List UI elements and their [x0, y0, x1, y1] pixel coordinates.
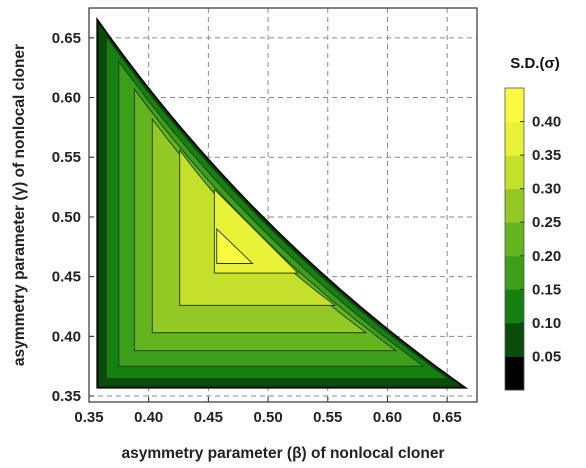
colorbar-label: 0.10 — [532, 315, 561, 332]
colorbar-label: 0.20 — [532, 248, 561, 265]
colorbar-segment-0 — [505, 356, 524, 391]
colorbar-segment-7 — [505, 121, 524, 156]
x-tick-label: 0.45 — [194, 409, 223, 426]
y-tick-label: 0.40 — [52, 328, 81, 345]
y-tick-label: 0.60 — [52, 90, 81, 107]
colorbar-label: 0.25 — [532, 214, 561, 231]
y-tick-label: 0.55 — [52, 149, 81, 166]
colorbar-segment-3 — [505, 255, 524, 290]
axis-ticks: 0.35 0.40 0.45 0.50 0.55 0.60 0.65 0.35 0.40 0.45… — [52, 30, 462, 426]
colorbar-segment-6 — [505, 155, 524, 190]
x-tick-label: 0.40 — [134, 409, 163, 426]
x-tick-label: 0.65 — [433, 409, 462, 426]
colorbar-label: 0.40 — [532, 114, 561, 131]
colorbar-segment-8 — [505, 88, 524, 123]
y-tick-label: 0.65 — [52, 30, 81, 47]
contour-fills — [96, 16, 469, 389]
plot-frame — [88, 7, 478, 403]
x-tick-label: 0.35 — [74, 409, 103, 426]
y-tick-label: 0.35 — [52, 388, 81, 405]
colorbar-legend: 0.05 0.10 0.15 0.20 0.25 0.30 0.35 0.40 — [504, 87, 561, 391]
colorbar-segment-5 — [505, 188, 524, 223]
x-tick-label: 0.55 — [313, 409, 342, 426]
colorbar-segment-4 — [505, 222, 524, 257]
colorbar-label: 0.35 — [532, 147, 561, 164]
x-tick-label: 0.60 — [373, 409, 402, 426]
legend-title: S.D.(σ) — [510, 55, 559, 72]
colorbar-segment-1 — [505, 322, 524, 357]
colorbar-label: 0.15 — [532, 281, 561, 298]
y-tick-label: 0.50 — [52, 209, 81, 226]
contour-region-0.4 — [216, 227, 254, 264]
x-tick-label: 0.50 — [253, 409, 282, 426]
y-tick-label: 0.45 — [52, 269, 81, 286]
colorbar-label: 0.30 — [532, 181, 561, 198]
colorbar-segment-2 — [505, 289, 524, 324]
colorbar-label: 0.05 — [532, 348, 561, 365]
y-axis-title: asymmetry parameter (γ) of nonlocal clon… — [11, 44, 28, 366]
x-axis-title: asymmetry parameter (β) of nonlocal clon… — [121, 445, 444, 462]
colorbar-frame — [504, 87, 525, 391]
